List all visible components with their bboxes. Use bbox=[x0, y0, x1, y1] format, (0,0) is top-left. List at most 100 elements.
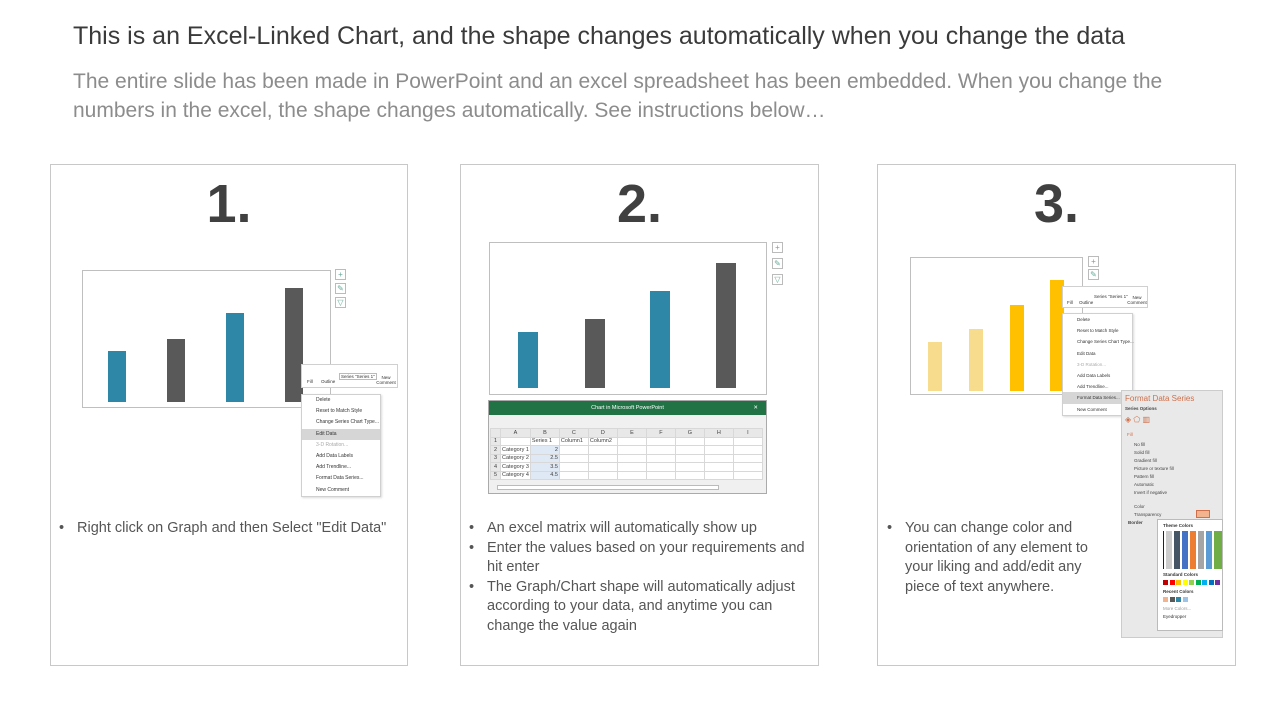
cell[interactable] bbox=[703, 462, 734, 472]
column-header[interactable]: F bbox=[645, 428, 676, 438]
fill-option[interactable]: Gradient fill bbox=[1134, 458, 1157, 463]
cell[interactable] bbox=[732, 462, 763, 472]
cell[interactable] bbox=[674, 436, 705, 446]
cell[interactable]: 2 bbox=[490, 445, 501, 455]
color-picker-button[interactable] bbox=[1196, 510, 1210, 518]
more-colors-item[interactable]: More Colors... bbox=[1163, 606, 1192, 611]
cell[interactable] bbox=[587, 462, 618, 472]
chart-frame-1[interactable] bbox=[82, 270, 331, 408]
menu-item[interactable]: Reset to Match Style bbox=[1077, 328, 1119, 334]
chart-bar[interactable] bbox=[650, 290, 670, 388]
cell[interactable] bbox=[558, 445, 589, 455]
menu-item[interactable]: 3-D Rotation... bbox=[316, 441, 349, 448]
cell[interactable] bbox=[645, 470, 676, 480]
chart-bar[interactable] bbox=[969, 329, 983, 391]
recent-swatches[interactable] bbox=[1158, 597, 1222, 603]
cell[interactable] bbox=[703, 436, 734, 446]
column-header[interactable]: D bbox=[587, 428, 618, 438]
menu-item[interactable]: New Comment bbox=[1077, 406, 1107, 412]
column-header[interactable]: A bbox=[500, 428, 531, 438]
theme-swatches[interactable] bbox=[1158, 531, 1222, 569]
new-comment-button[interactable]: New Comment bbox=[1127, 295, 1147, 305]
menu-item[interactable]: Change Series Chart Type... bbox=[316, 419, 379, 426]
border-section[interactable]: Border bbox=[1128, 520, 1143, 525]
spreadsheet-grid[interactable]: A B C D E F G H I 1 Series 1 Column1 Column2 2 Categor… bbox=[490, 428, 763, 480]
cell[interactable]: Column1 bbox=[558, 436, 589, 446]
cell[interactable] bbox=[674, 470, 705, 480]
menu-item[interactable]: Format Data Series... bbox=[1063, 392, 1132, 404]
fill-option[interactable]: Pattern fill bbox=[1134, 474, 1155, 479]
cell[interactable]: 4.5 bbox=[529, 470, 560, 480]
cell[interactable] bbox=[732, 436, 763, 446]
cell[interactable] bbox=[587, 453, 618, 463]
chart-bar[interactable] bbox=[928, 341, 942, 391]
cell[interactable] bbox=[616, 470, 647, 480]
chart-bar[interactable] bbox=[585, 318, 605, 388]
cell[interactable] bbox=[500, 436, 531, 446]
cell[interactable] bbox=[645, 453, 676, 463]
chart-bar[interactable] bbox=[1010, 304, 1024, 391]
column-header[interactable] bbox=[490, 428, 501, 438]
standard-swatches[interactable] bbox=[1158, 580, 1222, 586]
cell[interactable]: 4 bbox=[490, 462, 501, 472]
cell[interactable] bbox=[645, 462, 676, 472]
chart-frame-2[interactable] bbox=[489, 242, 767, 395]
cell[interactable] bbox=[703, 470, 734, 480]
menu-item[interactable]: Format Data Series... bbox=[316, 475, 364, 482]
menu-item[interactable]: Add Trendline... bbox=[316, 464, 352, 471]
cell[interactable] bbox=[587, 445, 618, 455]
cell[interactable] bbox=[703, 453, 734, 463]
fill-button[interactable]: Fill bbox=[1067, 300, 1073, 305]
column-header[interactable]: H bbox=[703, 428, 734, 438]
cell[interactable] bbox=[703, 445, 734, 455]
cell[interactable] bbox=[587, 470, 618, 480]
series-options-tab[interactable]: Series Options bbox=[1125, 406, 1157, 411]
cell[interactable] bbox=[674, 445, 705, 455]
column-header[interactable]: B bbox=[529, 428, 560, 438]
cell[interactable]: 2.5 bbox=[529, 453, 560, 463]
outline-button[interactable]: Outline bbox=[321, 379, 336, 384]
chart-bar[interactable] bbox=[226, 313, 244, 402]
cell[interactable]: 3 bbox=[490, 453, 501, 463]
cell[interactable]: 2 bbox=[529, 445, 560, 455]
chart-bar[interactable] bbox=[716, 263, 736, 388]
cell[interactable]: Series 1 bbox=[529, 436, 560, 446]
chart-elements-icon[interactable]: + bbox=[335, 269, 346, 280]
cell[interactable] bbox=[616, 453, 647, 463]
chart-filter-icon[interactable]: ▽ bbox=[335, 297, 346, 308]
cell[interactable] bbox=[645, 445, 676, 455]
menu-item[interactable]: Edit Data bbox=[1077, 350, 1096, 356]
menu-item[interactable]: Add Trendline... bbox=[1077, 384, 1109, 390]
fill-option[interactable]: Invert if negative bbox=[1134, 490, 1168, 495]
menu-item[interactable]: New Comment bbox=[316, 486, 350, 493]
menu-item[interactable]: 3-D Rotation... bbox=[1077, 361, 1107, 367]
cell[interactable]: 3.5 bbox=[529, 462, 560, 472]
fill-line-icon[interactable]: ◈ ⬠ ▥ bbox=[1125, 415, 1151, 424]
new-comment-button[interactable]: New Comment bbox=[376, 375, 396, 385]
cell[interactable] bbox=[732, 445, 763, 455]
cell[interactable] bbox=[674, 453, 705, 463]
column-header[interactable]: G bbox=[674, 428, 705, 438]
fill-option[interactable]: Solid fill bbox=[1134, 450, 1150, 455]
cell[interactable] bbox=[645, 436, 676, 446]
cell[interactable] bbox=[674, 462, 705, 472]
column-header[interactable]: I bbox=[732, 428, 763, 438]
chart-filter-icon[interactable]: ▽ bbox=[772, 274, 783, 285]
chart-bar[interactable] bbox=[108, 351, 126, 402]
menu-item[interactable]: Delete bbox=[316, 397, 331, 403]
series-select[interactable]: Series "Series 1" bbox=[1094, 294, 1128, 299]
cell[interactable]: Category 1 bbox=[500, 445, 531, 455]
menu-item[interactable]: Reset to Match Style bbox=[316, 408, 363, 415]
menu-item[interactable]: Add Data Labels bbox=[316, 452, 353, 459]
menu-item[interactable]: Change Series Chart Type... bbox=[1077, 339, 1134, 345]
fill-option[interactable]: No fill bbox=[1134, 442, 1146, 447]
outline-button[interactable]: Outline bbox=[1079, 300, 1094, 305]
cell[interactable] bbox=[558, 470, 589, 480]
chart-elements-icon[interactable]: + bbox=[772, 242, 783, 253]
cell[interactable]: Category 2 bbox=[500, 453, 531, 463]
series-select[interactable]: Series "Series 1" bbox=[339, 373, 377, 380]
chart-bar[interactable] bbox=[1050, 280, 1064, 391]
fill-button[interactable]: Fill bbox=[307, 379, 313, 384]
chart-styles-icon[interactable]: ✎ bbox=[772, 258, 783, 269]
chart-styles-icon[interactable]: ✎ bbox=[1088, 269, 1099, 280]
